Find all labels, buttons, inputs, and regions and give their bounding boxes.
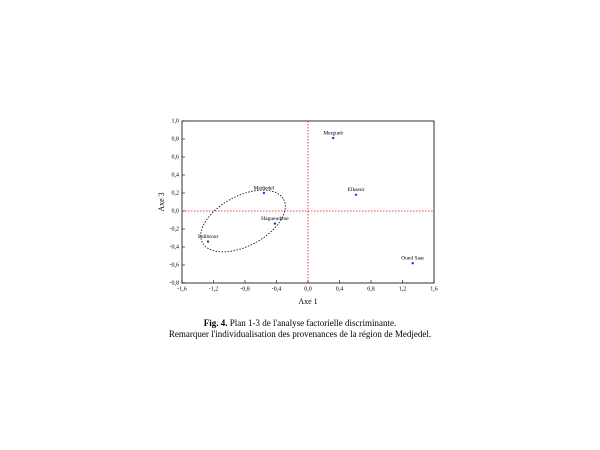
x-tick-label: -0,8 [240,286,250,292]
y-tick-label: 0,8 [172,136,180,142]
point [332,136,335,140]
y-tick-label: -0,8 [170,280,180,286]
x-tick-label: 0,8 [367,286,375,292]
x-axis-title: Axe 1 [298,297,317,306]
y-tick-label: 0,6 [172,154,180,160]
y-tick-label: -0,4 [170,244,180,250]
caption-line: Remarquer l'individualisation des proven… [169,329,431,339]
group-ellipse [200,189,286,253]
point [206,240,210,243]
point [273,222,277,225]
figure-number: Fig. 4. [204,318,228,328]
x-tick-label: 1,2 [399,286,407,292]
caption-line: Fig. 4. Plan 1-3 de l'analyse factoriell… [204,318,397,328]
x-tick-label: 1,6 [430,286,438,292]
point [354,193,358,196]
point-label: Elkseur [348,187,365,193]
x-tick-label: -1,6 [177,286,187,292]
point-label: Mergueb [323,130,343,136]
y-axis-title: Axe 3 [157,192,166,211]
point-label: Medjedel [254,185,275,191]
y-tick-label: -0,6 [170,262,180,268]
y-tick-label: -0,2 [170,226,180,232]
caption-text: Plan 1-3 de l'analyse factorielle discri… [230,318,397,328]
y-tick-label: 0,0 [172,208,180,214]
point-label: Oued Saar [401,255,424,261]
point [411,262,414,265]
point [262,191,266,195]
point-label: Hagueudene [261,216,289,222]
point-label: Sidibrour [198,234,219,240]
x-tick-label: -1,2 [209,286,219,292]
y-tick-label: 0,2 [172,190,180,196]
y-tick-label: 1,0 [172,118,180,124]
x-tick-label: 0,0 [304,286,312,292]
x-tick-label: -0,4 [272,286,282,292]
x-tick-label: 0,4 [336,286,344,292]
y-tick-label: 0,4 [172,172,180,178]
